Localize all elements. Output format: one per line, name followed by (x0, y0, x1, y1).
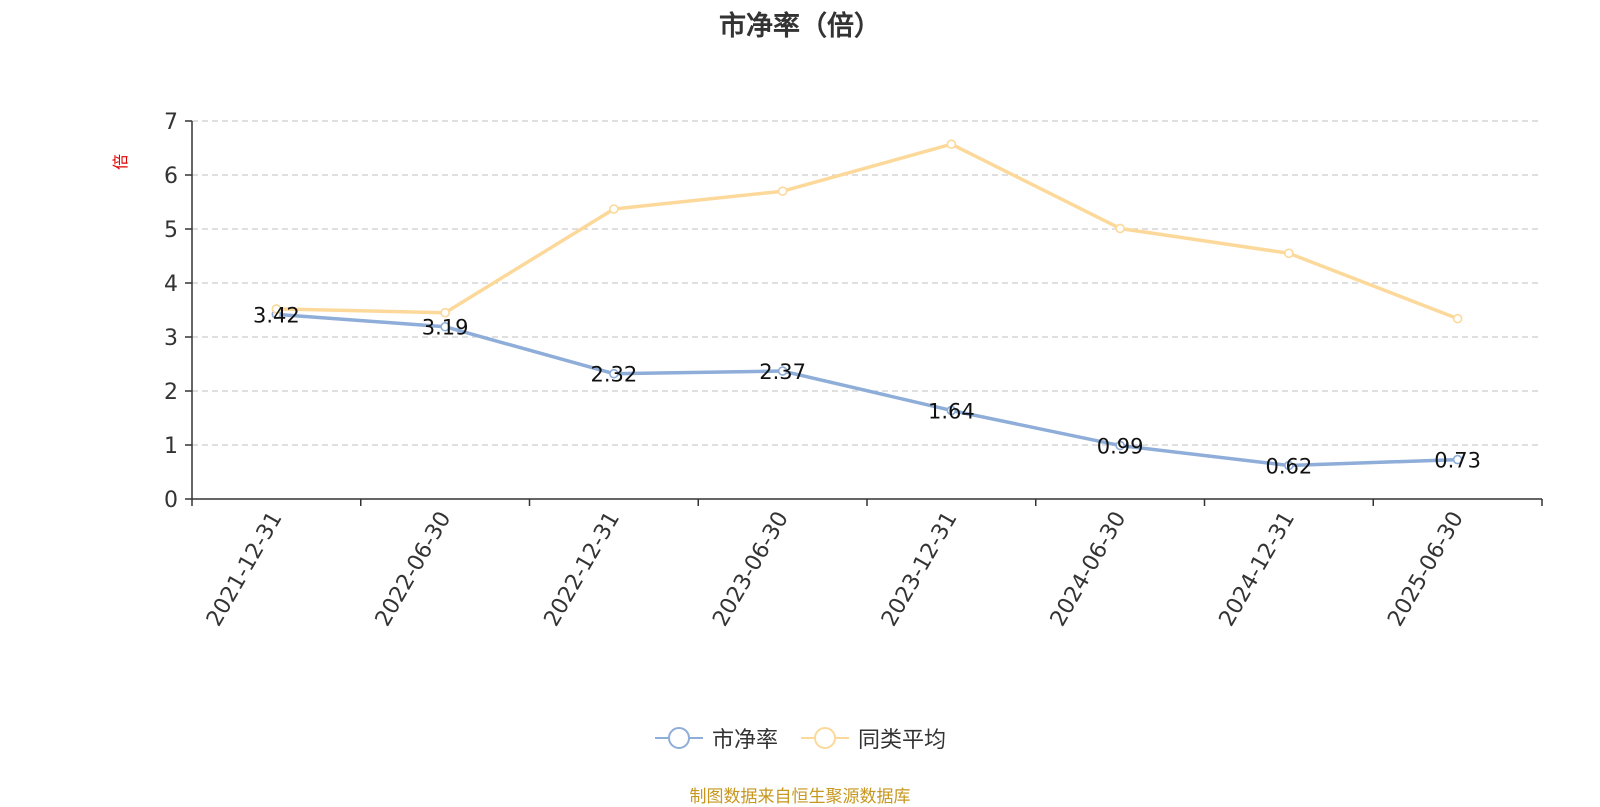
y-tick-label: 3 (164, 326, 178, 351)
legend-label-series-0: 市净率 (711, 728, 778, 753)
legend-item-series-1[interactable]: 同类平均 (800, 722, 946, 754)
x-tick-label: 2023-12-31 (877, 508, 963, 631)
y-tick-label: 0 (164, 488, 178, 513)
legend-marker-series-1 (801, 727, 849, 749)
series-1-point (1115, 223, 1125, 234)
x-tick-label: 2022-06-30 (371, 508, 457, 631)
series-line-1 (276, 142, 1459, 321)
series-1-point (1452, 313, 1463, 324)
series-1-point (271, 304, 282, 314)
series-0-point (1115, 440, 1125, 451)
y-tick-label: 1 (164, 434, 178, 459)
series-1-point (946, 139, 957, 150)
data-label: 1.64 (928, 399, 975, 423)
legend-label-series-1: 同类平均 (858, 728, 947, 753)
x-tick-label: 2024-12-31 (1214, 508, 1300, 631)
y-tick-label: 6 (164, 164, 178, 189)
y-tick-label: 7 (164, 110, 178, 135)
x-tick-label: 2023-06-30 (708, 508, 794, 631)
series-0-point (777, 366, 788, 376)
y-axis-label: 倍 (111, 154, 130, 170)
series-0-point (609, 368, 619, 379)
data-label: 0.73 (1434, 449, 1481, 473)
legend: 市净率 同类平均 (0, 722, 1600, 754)
data-label: 3.42 (253, 303, 300, 327)
x-tick-label: 2022-12-31 (539, 508, 625, 631)
y-tick-label: 5 (164, 218, 178, 243)
data-label: 3.19 (422, 316, 469, 340)
data-label: 0.62 (1265, 455, 1312, 479)
legend-marker-series-0 (654, 727, 703, 749)
series-1-point (777, 186, 788, 196)
series-1-point (1284, 248, 1294, 259)
series-0-point (1284, 460, 1294, 471)
data-label: 2.37 (759, 360, 806, 384)
data-labels: 3.42 3.19 2.32 2.37 1.64 0.99 0.62 0.73 (253, 303, 1481, 478)
x-tick-label: 2021-12-31 (202, 508, 288, 631)
series-0-point (440, 321, 450, 332)
series-0-point (1452, 454, 1463, 465)
series-1-point (440, 307, 450, 318)
series-lines (271, 139, 1463, 471)
series-0-point (946, 405, 957, 416)
source-note: 制图数据来自恒生聚源数据库 (689, 787, 911, 807)
series-1-point (609, 204, 619, 214)
chart-title: 市净率（倍） (719, 11, 881, 42)
axes: 0 1 2 3 4 5 6 7 倍 2021-12-31 2022-06-30 2022-12-31 2… (111, 110, 1543, 631)
x-tick-label: 2024-06-30 (1046, 508, 1132, 631)
y-tick-label: 2 (164, 380, 178, 405)
legend-item-series-0[interactable]: 市净率 (654, 722, 778, 754)
x-tick-label: 2025-06-30 (1383, 508, 1469, 631)
data-label: 2.32 (590, 363, 637, 387)
series-line-0 (276, 312, 1458, 468)
y-tick-label: 4 (164, 272, 178, 297)
data-label: 0.99 (1097, 435, 1144, 459)
grid-lines (192, 120, 1542, 446)
